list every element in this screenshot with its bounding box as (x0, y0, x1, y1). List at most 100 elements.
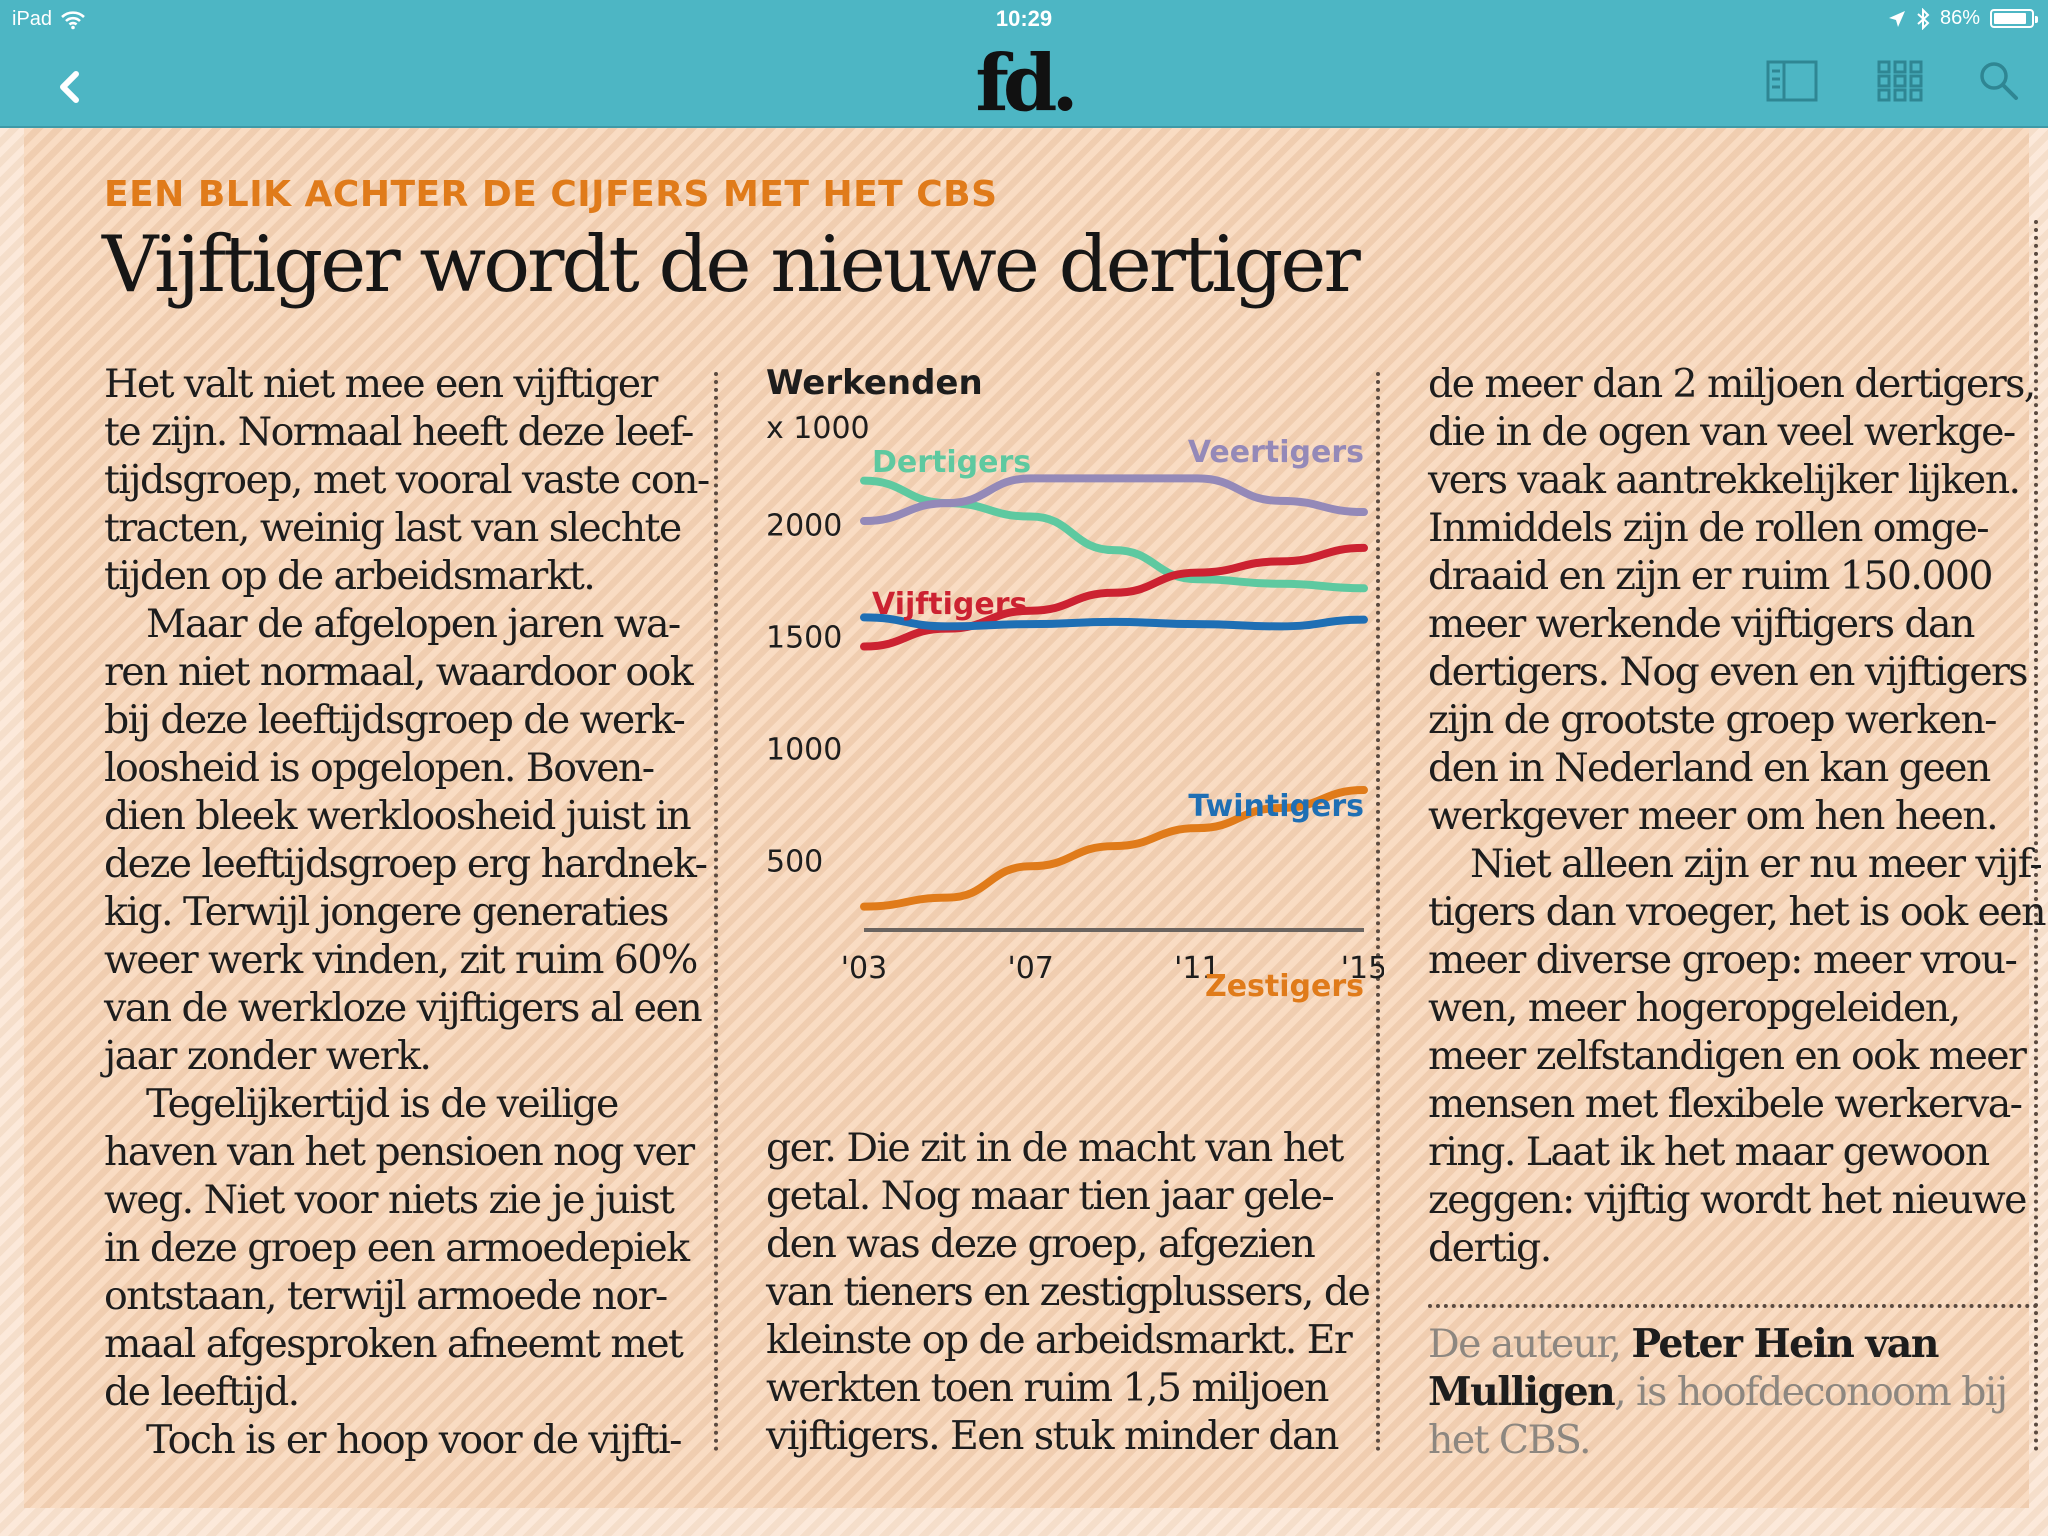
series-label-veertigers: Veertigers (1188, 435, 1364, 470)
series-label-dertigers: Dertigers (872, 445, 1031, 480)
author-line-1: De auteur, Peter Hein van (1428, 1320, 2006, 1368)
body-line: weg. Niet voor niets zie je juist (104, 1177, 675, 1223)
body-line: dertig. (1428, 1225, 1552, 1271)
series-label-vijftigers: Vijftigers (872, 587, 1027, 622)
status-time: 10:29 (995, 6, 1053, 31)
bluetooth-icon (1917, 7, 1930, 30)
author-divider (1428, 1304, 2038, 1308)
body-line: ring. Laat ik het maar gewoon (1428, 1129, 1990, 1175)
body-line: tijden op de arbeidsmarkt. (104, 553, 596, 599)
series-line-veertigers (860, 474, 1368, 526)
author-name-part-2: Mulligen (1428, 1369, 1616, 1415)
body-line: Maar de afgelopen jaren wa- (146, 601, 681, 647)
body-line: in deze groep een armoedepiek (104, 1225, 690, 1271)
author-line-3: het CBS. (1428, 1416, 2006, 1464)
series-line-zestigers (860, 786, 1368, 911)
series-label-twintigers: Twintigers (1188, 789, 1364, 824)
body-line: vijftigers. Een stuk minder dan (766, 1413, 1339, 1459)
column-divider-1 (714, 372, 718, 1452)
article-sheet: EEN BLIK ACHTER DE CIJFERS MET HET CBS V… (24, 128, 2047, 1508)
body-line: den in Nederland en kan geen (1428, 745, 1991, 791)
body-line: jaar zonder werk. (104, 1033, 432, 1079)
grid-icon (1877, 60, 1923, 102)
author-name-part-1: Peter Hein van (1631, 1321, 1939, 1367)
back-button[interactable] (50, 60, 90, 110)
body-line: den was deze groep, afgezien (766, 1221, 1316, 1267)
body-line: Tegelijkertijd is de veilige (146, 1081, 619, 1127)
device-name: iPad (12, 8, 53, 30)
article-column-3: de meer dan 2 miljoen dertigers, die in … (1428, 360, 2047, 1272)
series-label-zestigers: Zestigers (1205, 969, 1364, 1004)
body-line: die in de ogen van veel werkge- (1428, 409, 2016, 455)
body-line: zeggen: vijftig wordt het nieuwe (1428, 1177, 2028, 1223)
series-line-twintigers (860, 613, 1368, 631)
body-line: meer diverse groep: meer vrou- (1428, 937, 2018, 983)
body-line: tracten, weinig last van slechte (104, 505, 682, 551)
body-line: de leeftijd. (104, 1369, 300, 1415)
body-line: draaid en zijn er ruim 150.000 (1428, 553, 1994, 599)
body-line: de meer dan 2 miljoen dertigers, (1428, 361, 2036, 407)
column-divider-2 (1376, 372, 1380, 1452)
y-tick-label: 2000 (766, 508, 842, 543)
status-right: 86% (1888, 7, 2038, 30)
grid-button[interactable] (1874, 58, 1926, 104)
search-button[interactable] (1974, 58, 2026, 104)
fd-logo-container: fd. (0, 38, 2048, 129)
x-tick-label: '11 (1174, 951, 1220, 986)
body-line: van tieners en zestigplussers, de (766, 1269, 1371, 1315)
body-line: te zijn. Normaal heeft deze leef- (104, 409, 694, 455)
body-line: ontstaan, terwijl armoede nor- (104, 1273, 668, 1319)
location-arrow-icon (1888, 10, 1905, 27)
chart-subtitle: x 1000 (766, 411, 870, 446)
body-line: Het valt niet mee een vijftiger (104, 361, 658, 407)
x-tick-label: '03 (841, 951, 887, 986)
body-line: maal afgesproken afneemt met (104, 1321, 684, 1367)
body-line: kig. Terwijl jongere generaties (104, 889, 669, 935)
body-line: werkgever meer om hen heen. (1428, 793, 1999, 839)
body-line: dien bleek werkloosheid juist in (104, 793, 692, 839)
article-column-1: Het valt niet mee een vijftiger te zijn.… (104, 360, 710, 1464)
body-line: dertigers. Nog even en vijftigers (1428, 649, 2029, 695)
back-chevron-icon (60, 71, 79, 103)
series-line-dertigers (860, 476, 1368, 593)
author-box: De auteur, Peter Hein van Mulligen, is h… (1428, 1320, 2008, 1464)
body-line: van de werkloze vijftigers al een (104, 985, 703, 1031)
body-line: getal. Nog maar tien jaar gele- (766, 1173, 1335, 1219)
chart-title: Werkenden (766, 364, 983, 403)
status-left: iPad (12, 8, 86, 31)
battery-icon (1990, 9, 2038, 28)
body-line: kleinste op de arbeidsmarkt. Er (766, 1317, 1353, 1363)
employment-line-chart: Werkenden x 1000 500 1000 1500 2000 '03 '07 '1… (766, 364, 1384, 1004)
sidebar-layout-button[interactable] (1766, 58, 1818, 104)
body-line: ger. Die zit in de macht van het (766, 1125, 1344, 1171)
page-edge-divider (2034, 220, 2038, 1452)
body-line: Toch is er hoop voor de vijfti- (146, 1417, 683, 1463)
body-line: zijn de grootste groep werken- (1428, 697, 1998, 743)
x-tick-label: '15 (1341, 951, 1384, 986)
top-bar: iPad 10:29 86% fd. (0, 0, 2048, 129)
fd-logo[interactable]: fd. (975, 38, 1078, 129)
y-tick-label: 500 (766, 845, 823, 880)
battery-percent: 86% (1939, 7, 1980, 29)
x-tick-label: '07 (1007, 951, 1053, 986)
body-line: haven van het pensioen nog ver (104, 1129, 695, 1175)
y-tick-label: 1000 (766, 732, 842, 767)
author-role: , is hoofdeconoom bij (1614, 1369, 2008, 1415)
author-org: het CBS. (1428, 1417, 1592, 1463)
body-line: weer werk vinden, zit ruim 60% (104, 937, 698, 983)
body-line: tijdsgroep, met vooral vaste con- (104, 457, 710, 503)
body-line: deze leeftijdsgroep erg hardnek- (104, 841, 708, 887)
author-prefix: De auteur, (1428, 1321, 1632, 1367)
body-line: meer zelfstandigen en ook meer (1428, 1033, 2027, 1079)
y-tick-label: 1500 (766, 620, 842, 655)
body-line: bij deze leeftijdsgroep de werk- (104, 697, 686, 743)
body-line: Inmiddels zijn de rollen omge- (1428, 505, 1990, 551)
wifi-icon (61, 10, 85, 29)
search-icon (1980, 62, 2018, 100)
body-line: ren niet normaal, waardoor ook (104, 649, 694, 695)
article-title: Vijftiger wordt de nieuwe dertiger (102, 220, 1361, 310)
body-line: loosheid is opgelopen. Boven- (104, 745, 655, 791)
body-line: wen, meer hogeropgeleiden, (1428, 985, 1961, 1031)
article-page[interactable]: EEN BLIK ACHTER DE CIJFERS MET HET CBS V… (0, 128, 2048, 1536)
sidebar-layout-icon (1766, 60, 1818, 102)
